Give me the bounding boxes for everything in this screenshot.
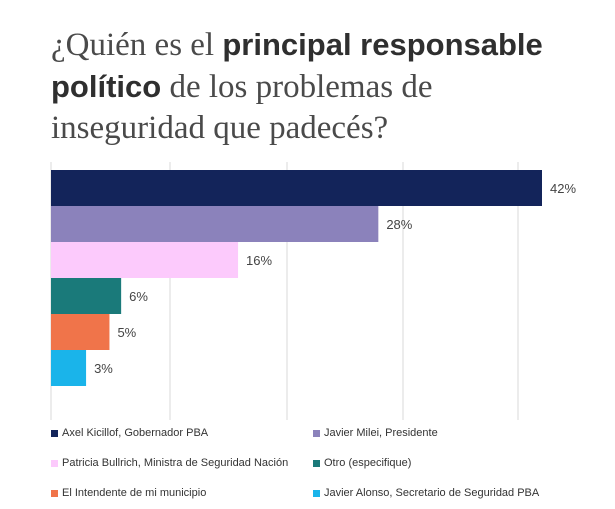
title-bold: principal responsable político: [51, 27, 543, 104]
bar-4: [51, 314, 110, 350]
legend-swatch-4: [51, 489, 58, 497]
legend-item-2: Patricia Bullrich, Ministra de Seguridad…: [51, 448, 313, 478]
legend-swatch-5: [313, 489, 320, 497]
legend-label-1: Javier Milei, Presidente: [324, 427, 438, 439]
legend-swatch-1: [313, 429, 320, 437]
chart-title: ¿Quién es el principal responsable polít…: [51, 24, 591, 149]
legend-label-5: Javier Alonso, Secretario de Seguridad P…: [324, 487, 540, 499]
data-labels: 42% 28% 16% 6% 5% 3%: [94, 181, 576, 376]
data-label-1: 28%: [386, 217, 412, 232]
bar-0: [51, 170, 542, 206]
title-part-2: de los problemas de inseguridad que pade…: [51, 69, 433, 146]
data-label-2: 16%: [246, 253, 272, 268]
bar-3: [51, 278, 122, 314]
legend-item-0: Axel Kicillof, Gobernador PBA: [51, 418, 313, 448]
bar-5: [51, 350, 87, 386]
legend-label-3: Otro (especifique): [324, 457, 412, 469]
legend-label-2: Patricia Bullrich, Ministra de Seguridad…: [62, 457, 289, 469]
legend-label-0: Axel Kicillof, Gobernador PBA: [62, 427, 209, 439]
bar-2: [51, 242, 239, 278]
legend-swatch-0: [51, 429, 58, 437]
legend-label-4: El Intendente de mi municipio: [62, 487, 207, 499]
bars: [51, 170, 542, 386]
legend-swatch-2: [51, 459, 58, 467]
title-part-1: ¿Quién es el: [51, 27, 223, 63]
data-label-3: 6%: [129, 289, 148, 304]
data-label-4: 5%: [117, 325, 136, 340]
legend-item-5: Javier Alonso, Secretario de Seguridad P…: [313, 478, 575, 508]
legend-swatch-3: [313, 459, 320, 467]
data-label-0: 42%: [550, 181, 576, 196]
legend-item-4: El Intendente de mi municipio: [51, 478, 313, 508]
legend-item-3: Otro (especifique): [313, 448, 575, 478]
data-label-5: 3%: [94, 361, 113, 376]
bar-1: [51, 206, 379, 242]
legend-item-1: Javier Milei, Presidente: [313, 418, 575, 448]
legend: Axel Kicillof, Gobernador PBA Javier Mile…: [51, 418, 591, 508]
